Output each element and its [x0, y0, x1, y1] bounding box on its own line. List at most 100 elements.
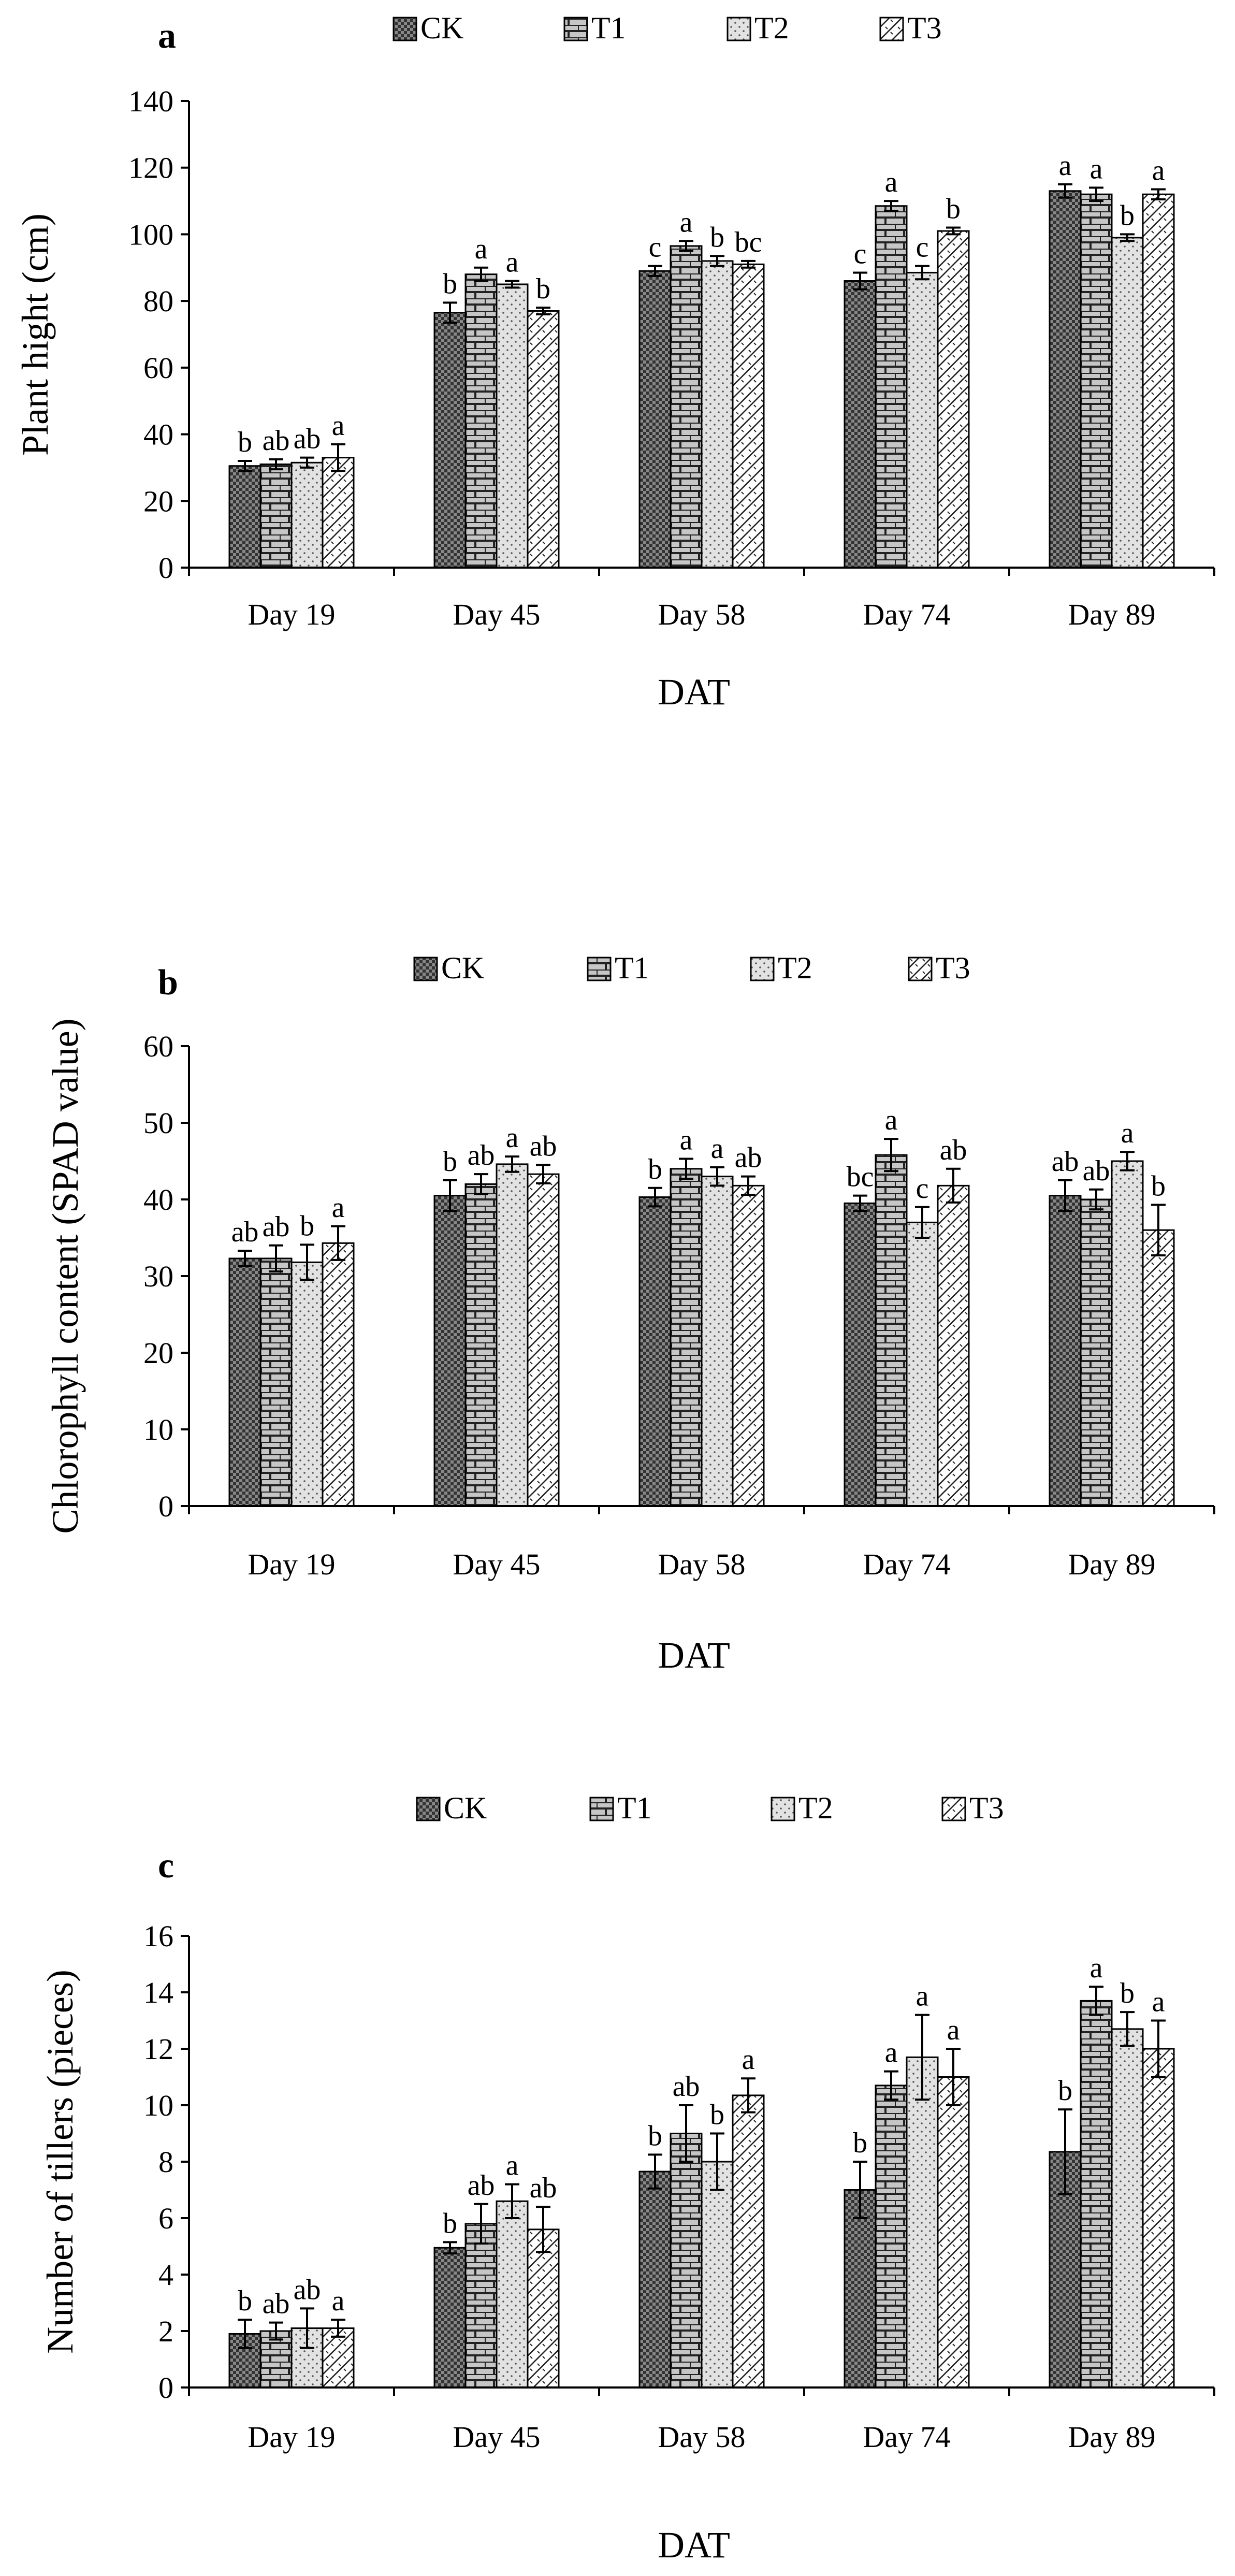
sig-letter-t2-3: a: [711, 1133, 724, 1165]
sig-letter-ck-4: b: [853, 2127, 867, 2159]
error-bar-t1-2: [474, 2203, 488, 2245]
error-bar-ck-1: [238, 2319, 252, 2349]
error-bar-t1-4: [884, 2070, 898, 2101]
sig-letter-ck-3: b: [648, 2120, 662, 2152]
sig-letter-t2-4: c: [916, 231, 929, 264]
y-tick-label: 40: [143, 1183, 173, 1217]
x-tick-label: Day 89: [1068, 2420, 1155, 2454]
sig-letter-t1-1: ab: [263, 2288, 290, 2320]
sig-letter-t3-1: a: [332, 2285, 345, 2317]
bar-ck-day-45: [433, 312, 467, 569]
error-bar-t3-2: [536, 1164, 550, 1184]
bar-t2-day-74: [906, 271, 939, 569]
legend-label-ck: CK: [444, 1791, 487, 1825]
y-tick-label: 100: [128, 218, 173, 251]
x-tick-label: Day 19: [248, 2420, 335, 2454]
error-bar-ck-3: [648, 2153, 662, 2190]
error-bar-t2-2: [505, 1155, 519, 1173]
y-tick-label: 0: [158, 551, 173, 585]
error-bar-t3-3: [741, 259, 755, 269]
bar-ck-day-58: [638, 1196, 672, 1507]
error-bar-t3-1: [331, 443, 345, 472]
bar-t2-day-45: [496, 1163, 529, 1507]
error-bar-t3-3: [741, 1175, 755, 1196]
error-bar-t3-1: [331, 2319, 345, 2338]
sig-letter-ck-4: bc: [847, 1161, 874, 1193]
bar-t1-day-74: [875, 2085, 908, 2389]
sig-letter-t3-3: ab: [735, 1142, 762, 1174]
sig-letter-t1-5: a: [1090, 1952, 1103, 1984]
sig-letter-t2-3: b: [710, 2099, 724, 2131]
y-tick-label: 20: [143, 1336, 173, 1370]
x-axis-title: DAT: [658, 1634, 730, 1676]
error-bar-t3-1: [331, 1225, 345, 1261]
error-bar-t1-1: [269, 458, 283, 471]
bar-t1-day-74: [875, 205, 908, 569]
error-bar-ck-1: [238, 460, 252, 472]
x-tick-label: Day 74: [863, 598, 950, 631]
sig-letter-ck-4: c: [854, 238, 867, 270]
error-bar-t2-1: [300, 2307, 314, 2349]
sig-letter-t2-1: ab: [294, 423, 321, 455]
y-axis-title: Plant hight (cm): [14, 213, 56, 456]
bar-t2-day-58: [701, 2161, 734, 2389]
y-tick-label: 16: [143, 1919, 173, 1953]
bar-t3-day-45: [527, 310, 560, 569]
legend-label-t2: T2: [778, 951, 812, 985]
y-tick-label: 60: [143, 351, 173, 385]
legend-label-t1: T1: [591, 11, 626, 45]
y-tick-label: 80: [143, 284, 173, 318]
sig-letter-t2-2: a: [506, 1122, 519, 1154]
sig-letter-t1-4: a: [885, 166, 898, 198]
error-bar-t1-5: [1089, 1188, 1103, 1211]
error-bar-t3-2: [536, 2206, 550, 2253]
sig-letter-ck-5: b: [1058, 2075, 1072, 2107]
y-tick-label: 12: [143, 2032, 173, 2066]
legend-swatch-t3: [879, 17, 904, 41]
sig-letter-t1-4: a: [885, 2037, 898, 2069]
x-tick-label: Day 58: [658, 598, 745, 631]
error-bar-t1-5: [1089, 186, 1103, 202]
error-bar-t2-3: [710, 255, 724, 267]
y-tick-label: 30: [143, 1260, 173, 1293]
bar-t3-day-58: [732, 263, 765, 569]
bar-t2-day-89: [1111, 237, 1144, 569]
error-bar-t1-1: [269, 1244, 283, 1273]
sig-letter-ck-5: ab: [1052, 1146, 1079, 1178]
error-bar-t3-4: [946, 226, 961, 236]
bar-t2-day-19: [290, 461, 324, 569]
sig-letter-t1-1: ab: [263, 425, 290, 457]
bar-t2-day-19: [290, 1261, 324, 1507]
sig-letter-t1-2: a: [475, 233, 488, 265]
error-bar-ck-4: [853, 2161, 867, 2219]
bar-t3-day-74: [937, 1184, 970, 1507]
x-tick-label: Day 45: [453, 2420, 540, 2454]
x-tick-label: Day 89: [1068, 1547, 1155, 1581]
error-bar-ck-2: [443, 2241, 457, 2255]
error-bar-t1-2: [474, 266, 488, 282]
error-bar-t2-4: [915, 2014, 929, 2101]
bar-t3-day-58: [732, 1184, 765, 1507]
bar-t1-day-58: [670, 2133, 703, 2389]
error-bar-t1-4: [884, 200, 898, 212]
legend-swatch-t2: [771, 1797, 795, 1821]
legend-label-ck: CK: [441, 951, 484, 985]
legend-swatch-t2: [750, 957, 775, 981]
bar-ck-day-19: [228, 1257, 261, 1507]
sig-letter-t1-5: ab: [1083, 1155, 1110, 1187]
y-axis-title: Chlorophyll content (SPAD value): [45, 1018, 86, 1533]
legend-swatch-t2: [727, 17, 751, 41]
sig-letter-ck-5: a: [1059, 150, 1072, 182]
sig-letter-t2-3: b: [710, 221, 724, 253]
bar-t3-day-19: [322, 1242, 355, 1507]
sig-letter-ck-3: b: [648, 1153, 662, 1185]
legend-swatch-ck: [413, 957, 438, 981]
sig-letter-t2-5: b: [1120, 199, 1135, 231]
bar-t2-day-45: [496, 283, 529, 569]
sig-letter-t3-5: a: [1152, 155, 1165, 187]
sig-letter-t3-4: b: [946, 193, 961, 225]
sig-letter-t3-1: a: [332, 1192, 345, 1224]
x-tick-label: Day 19: [248, 598, 335, 631]
error-bar-ck-4: [853, 271, 867, 291]
